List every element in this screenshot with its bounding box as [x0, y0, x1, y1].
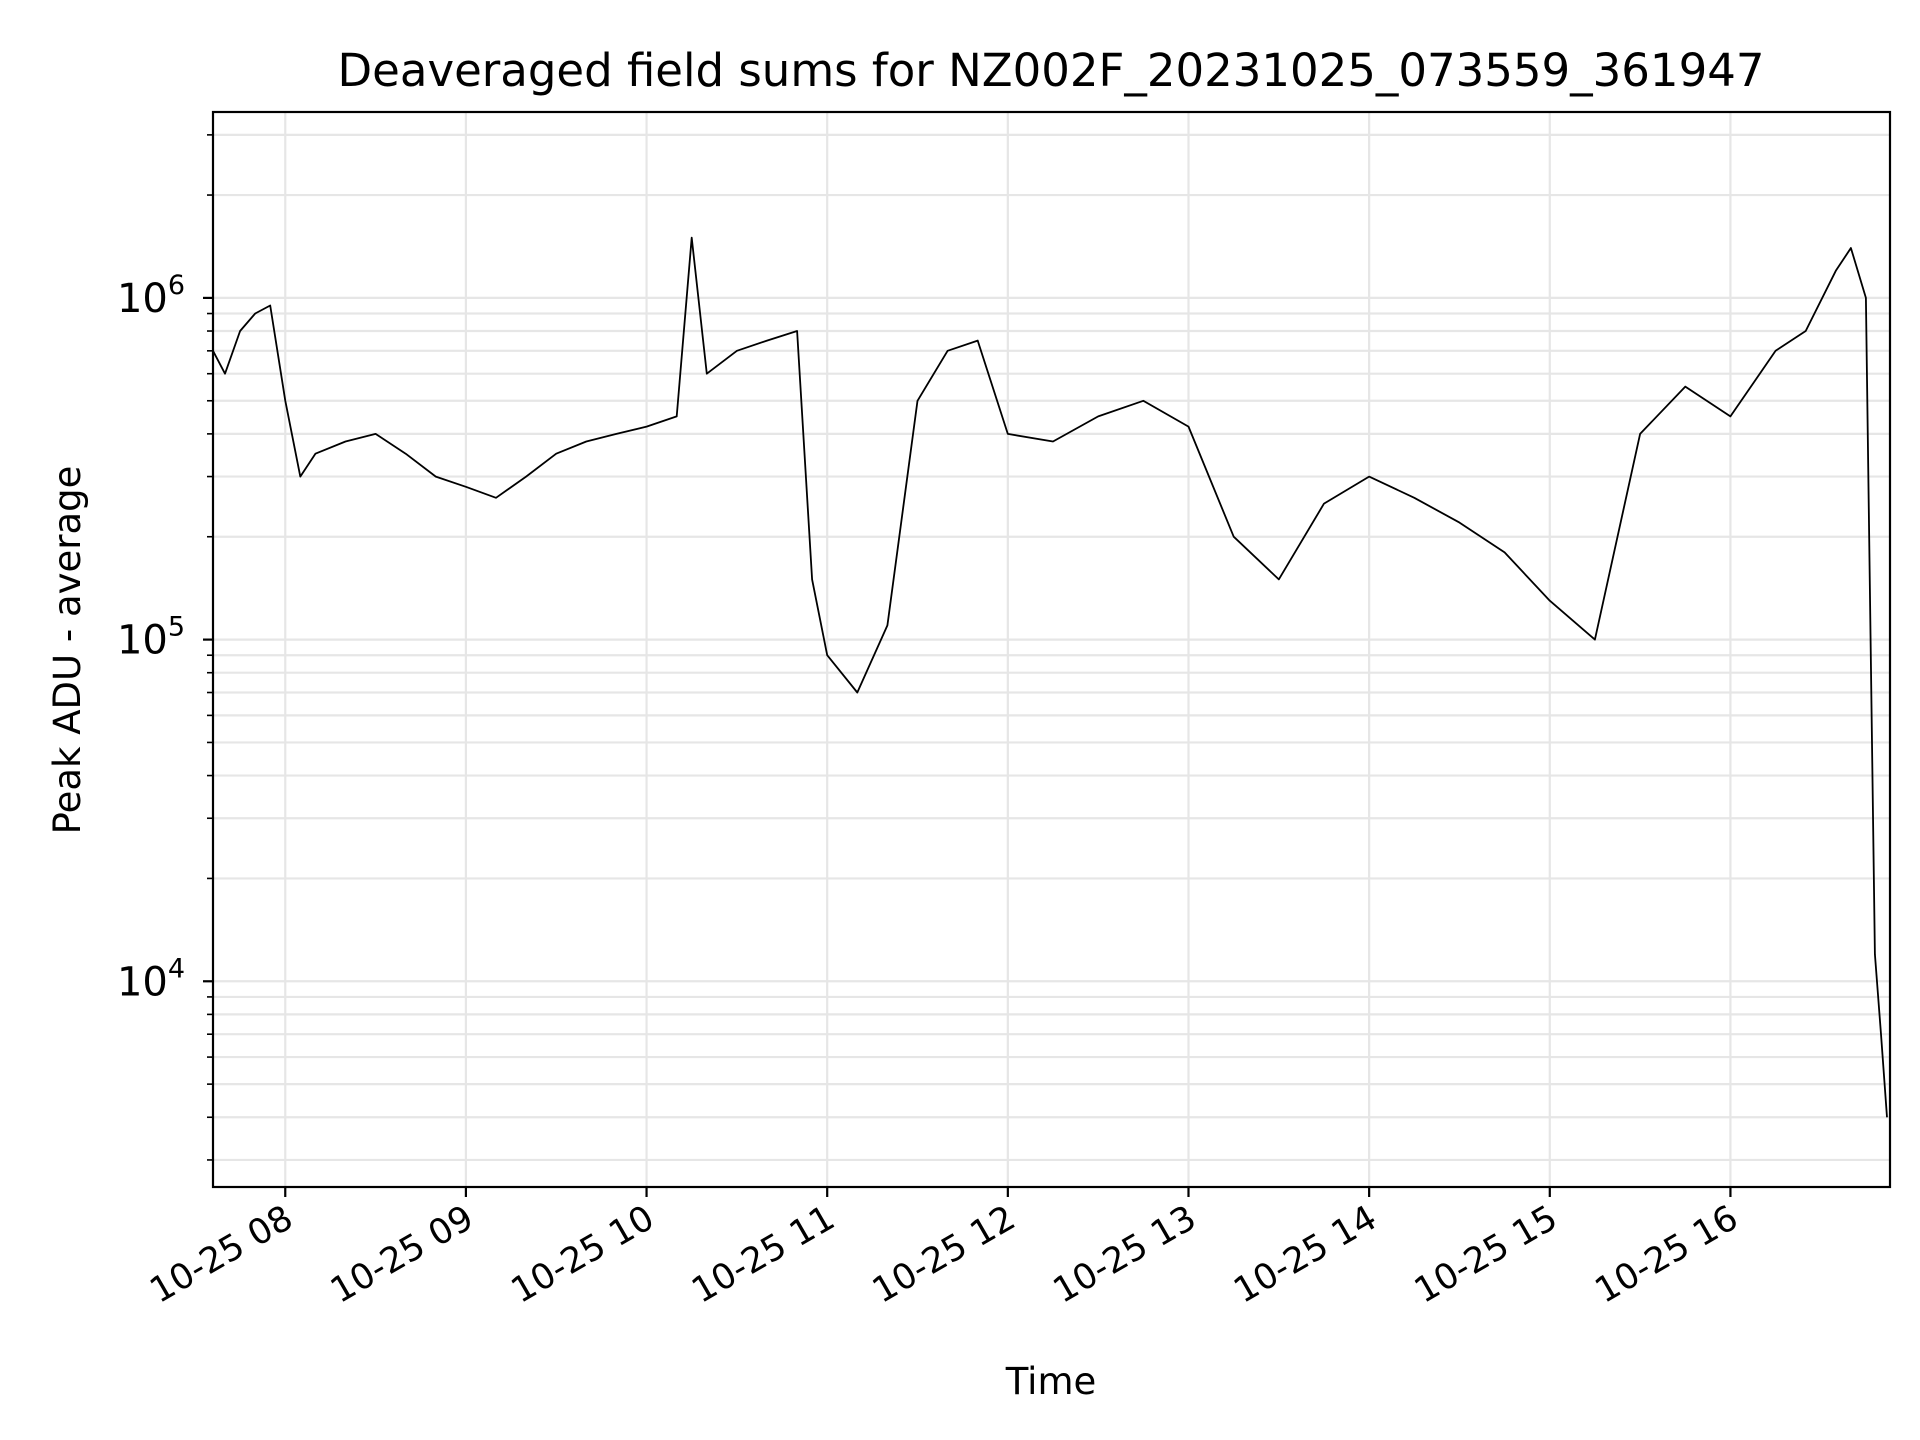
y-tick-exponent: 5	[168, 612, 185, 643]
y-tick-exponent: 6	[168, 270, 185, 301]
y-tick-label: 106	[117, 270, 185, 322]
y-axis-label: Peak ADU - average	[46, 466, 89, 835]
y-tick-exponent: 4	[168, 953, 185, 984]
grid-layer	[213, 112, 1890, 1187]
y-tick-label: 105	[117, 612, 185, 664]
series-line	[212, 236, 1888, 1118]
y-tick-label: 104	[117, 953, 185, 1005]
y-tick-base: 10	[117, 276, 168, 322]
y-tick-base: 10	[117, 959, 168, 1005]
plot-frame	[211, 110, 1892, 1189]
x-axis-label: Time	[1005, 1360, 1097, 1403]
y-tick-base: 10	[117, 618, 168, 664]
line-layer	[212, 236, 1888, 1118]
chart-title: Deaveraged field sums for NZ002F_2023102…	[338, 44, 1765, 97]
